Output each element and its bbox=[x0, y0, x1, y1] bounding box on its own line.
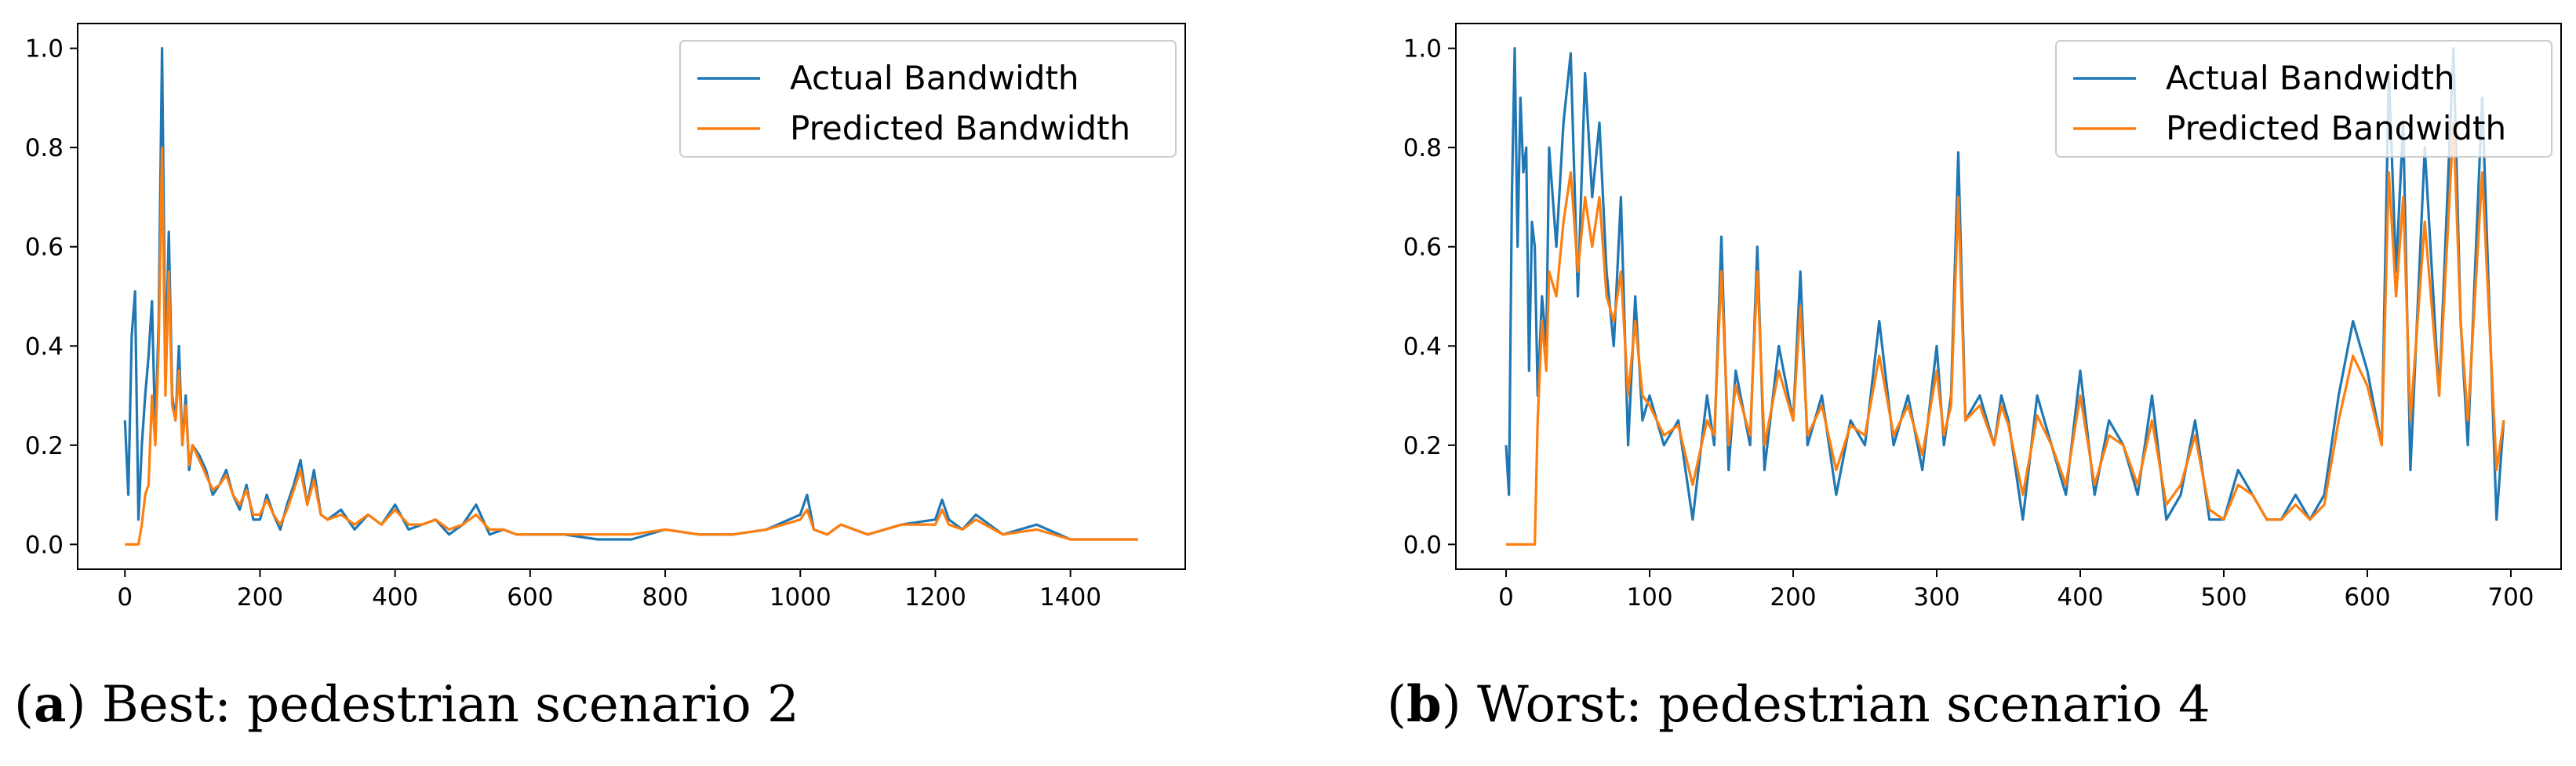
legend-a: Actual Bandwidth Predicted Bandwidth bbox=[679, 40, 1177, 158]
plot-area-a bbox=[123, 47, 1138, 546]
x-tick-label-b: 700 bbox=[2487, 583, 2534, 612]
y-tick-label-a: 0.0 bbox=[25, 531, 64, 559]
legend-label-b: Predicted Bandwidth bbox=[2166, 109, 2506, 147]
y-tick-label-a: 0.6 bbox=[25, 234, 64, 262]
legend-label-a: Predicted Bandwidth bbox=[790, 109, 1130, 147]
chart-panel-b: 0 100 200 300 400 500 600 700 0.0 0.2 0.4 0.6 0.8 1.0… bbox=[1403, 23, 2562, 612]
legend-label-a: Actual Bandwidth bbox=[790, 59, 1079, 97]
chart-panel-a: 0 200 400 600 800 1000 1200 1400 0.0 0.2 0.4 0.6 0.8… bbox=[25, 23, 1186, 612]
axes-frame-a bbox=[77, 23, 1186, 570]
y-tick-label-b: 0.4 bbox=[1403, 332, 1442, 361]
x-tick-label-b: 500 bbox=[2200, 583, 2247, 612]
y-tick-label-a: 0.8 bbox=[25, 134, 64, 162]
x-tick-label-a: 800 bbox=[642, 583, 688, 612]
x-tick-label-b: 100 bbox=[1626, 583, 1672, 612]
legend-label-b: Actual Bandwidth bbox=[2166, 59, 2455, 97]
x-tick-label-b: 0 bbox=[1498, 583, 1514, 612]
x-tick-label-a: 200 bbox=[237, 583, 283, 612]
x-tick-label-a: 1400 bbox=[1039, 583, 1101, 612]
y-tick-label-a: 1.0 bbox=[25, 35, 64, 64]
x-tick-label-a: 400 bbox=[372, 583, 418, 612]
x-tick-label-a: 1000 bbox=[770, 583, 831, 612]
legend-b: Actual Bandwidth Predicted Bandwidth bbox=[2055, 40, 2552, 158]
x-tick-label-b: 200 bbox=[1770, 583, 1816, 612]
x-tick-label-a: 0 bbox=[117, 583, 133, 612]
caption-a: (a) Best: pedestrian scenario 2 bbox=[14, 675, 799, 734]
legend-box-a bbox=[679, 40, 1177, 158]
y-tick-label-b: 0.0 bbox=[1403, 531, 1442, 559]
caption-a-text: Best: pedestrian scenario 2 bbox=[102, 676, 799, 734]
legend-box-b bbox=[2055, 40, 2552, 158]
x-tick-label-a: 600 bbox=[507, 583, 553, 612]
series-line-actual-bandwidth-b bbox=[1504, 47, 2505, 521]
y-tick-label-b: 0.2 bbox=[1403, 432, 1442, 460]
plot-area-b bbox=[1504, 47, 2505, 546]
y-tick-label-b: 0.6 bbox=[1403, 234, 1442, 262]
x-tick-label-b: 400 bbox=[2057, 583, 2103, 612]
series-line-predicted-bandwidth-b bbox=[1506, 121, 2505, 546]
y-tick-label-a: 0.2 bbox=[25, 432, 64, 460]
caption-b-text: Worst: pedestrian scenario 4 bbox=[1477, 676, 2210, 734]
y-tick-label-b: 1.0 bbox=[1403, 35, 1442, 64]
x-tick-label-b: 600 bbox=[2344, 583, 2390, 612]
x-tick-label-a: 1200 bbox=[904, 583, 966, 612]
x-tick-label-b: 300 bbox=[1913, 583, 1959, 612]
caption-a-letter: a bbox=[34, 675, 66, 734]
y-tick-label-b: 0.8 bbox=[1403, 134, 1442, 162]
y-tick-label-a: 0.4 bbox=[25, 332, 64, 361]
axes-frame-b bbox=[1455, 23, 2562, 570]
series-line-predicted-bandwidth-a bbox=[125, 146, 1138, 546]
caption-b: (b) Worst: pedestrian scenario 4 bbox=[1387, 675, 2210, 734]
caption-b-letter: b bbox=[1406, 675, 1442, 734]
